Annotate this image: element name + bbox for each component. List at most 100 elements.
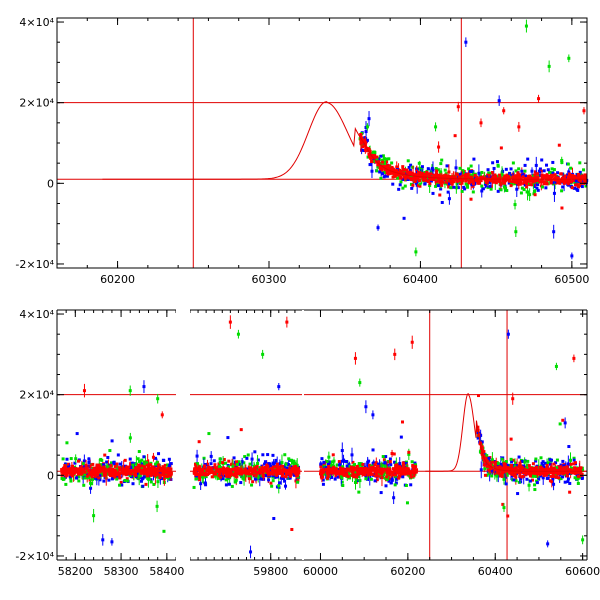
data-point	[275, 465, 279, 469]
data-point	[227, 465, 231, 469]
data-point	[446, 190, 450, 194]
data-point	[490, 178, 494, 182]
data-point	[218, 466, 222, 470]
data-point	[249, 466, 253, 470]
data-point	[466, 174, 470, 178]
data-point	[449, 186, 453, 190]
data-point	[476, 181, 480, 185]
data-point	[153, 473, 157, 477]
data-point	[197, 469, 201, 473]
data-point	[449, 175, 453, 179]
data-point	[573, 180, 577, 184]
data-point	[513, 182, 517, 186]
data-point	[452, 180, 456, 184]
data-point	[275, 462, 279, 466]
data-point	[155, 504, 159, 508]
data-point	[532, 189, 536, 193]
data-point	[61, 457, 65, 461]
data-point	[513, 174, 517, 178]
data-point	[157, 463, 161, 467]
data-point	[125, 465, 129, 469]
data-point	[434, 125, 438, 129]
data-point	[508, 171, 512, 175]
data-point	[68, 475, 72, 479]
data-point	[563, 179, 567, 183]
data-point	[489, 187, 493, 191]
data-point	[406, 159, 410, 163]
data-point	[538, 170, 542, 174]
data-point	[145, 468, 149, 472]
data-point	[111, 476, 115, 480]
data-point	[408, 168, 412, 172]
data-point	[492, 175, 496, 179]
data-point	[211, 466, 215, 470]
data-point	[199, 482, 203, 486]
data-point	[578, 170, 582, 174]
data-point	[436, 177, 440, 181]
data-point	[522, 188, 526, 192]
data-point	[90, 469, 94, 473]
data-point	[129, 464, 133, 468]
data-point	[247, 474, 251, 478]
data-point	[463, 187, 467, 191]
data-point	[464, 173, 468, 177]
data-point	[276, 475, 280, 479]
data-point	[111, 468, 115, 472]
data-point	[365, 149, 369, 153]
data-point	[204, 475, 208, 479]
data-point	[526, 190, 530, 194]
data-point	[453, 134, 457, 138]
data-point	[81, 462, 85, 466]
data-point	[110, 540, 114, 544]
data-point	[70, 464, 74, 468]
data-point	[399, 176, 403, 180]
data-point	[197, 475, 201, 479]
data-point	[370, 153, 374, 157]
data-point	[494, 177, 498, 181]
data-point	[69, 476, 73, 480]
data-point	[539, 169, 543, 173]
data-point	[504, 167, 508, 171]
data-point	[255, 465, 259, 469]
data-point	[505, 175, 509, 179]
data-point	[491, 161, 495, 165]
data-point	[502, 174, 506, 178]
data-point	[102, 470, 106, 474]
data-point	[395, 169, 399, 173]
data-point	[139, 479, 143, 483]
data-point	[486, 185, 490, 189]
data-point	[136, 457, 140, 461]
data-point	[109, 461, 113, 465]
data-point	[118, 466, 122, 470]
data-point	[464, 40, 468, 44]
data-point	[584, 184, 588, 188]
data-point	[77, 475, 81, 479]
data-point	[89, 471, 93, 475]
x-tick-label: 60200	[100, 273, 135, 286]
data-point	[490, 171, 494, 175]
data-point	[517, 125, 521, 129]
data-point	[364, 141, 368, 145]
data-point	[219, 473, 223, 477]
data-point	[93, 474, 97, 478]
data-point	[140, 477, 144, 481]
data-point	[456, 105, 460, 109]
data-point	[230, 462, 234, 466]
data-point	[221, 461, 225, 465]
data-point	[290, 461, 294, 465]
data-point	[82, 389, 86, 393]
data-point	[455, 182, 459, 186]
data-point	[221, 477, 225, 481]
data-point	[158, 471, 162, 475]
data-point	[560, 159, 564, 163]
data-point	[524, 174, 528, 178]
data-point	[436, 174, 440, 178]
data-point	[85, 474, 89, 478]
data-point	[381, 158, 385, 162]
data-point	[126, 469, 130, 473]
y-tick-label: 2×10⁴	[19, 97, 54, 110]
data-point	[241, 471, 245, 475]
data-point	[150, 472, 154, 476]
data-point	[263, 465, 267, 469]
data-point	[550, 167, 554, 171]
